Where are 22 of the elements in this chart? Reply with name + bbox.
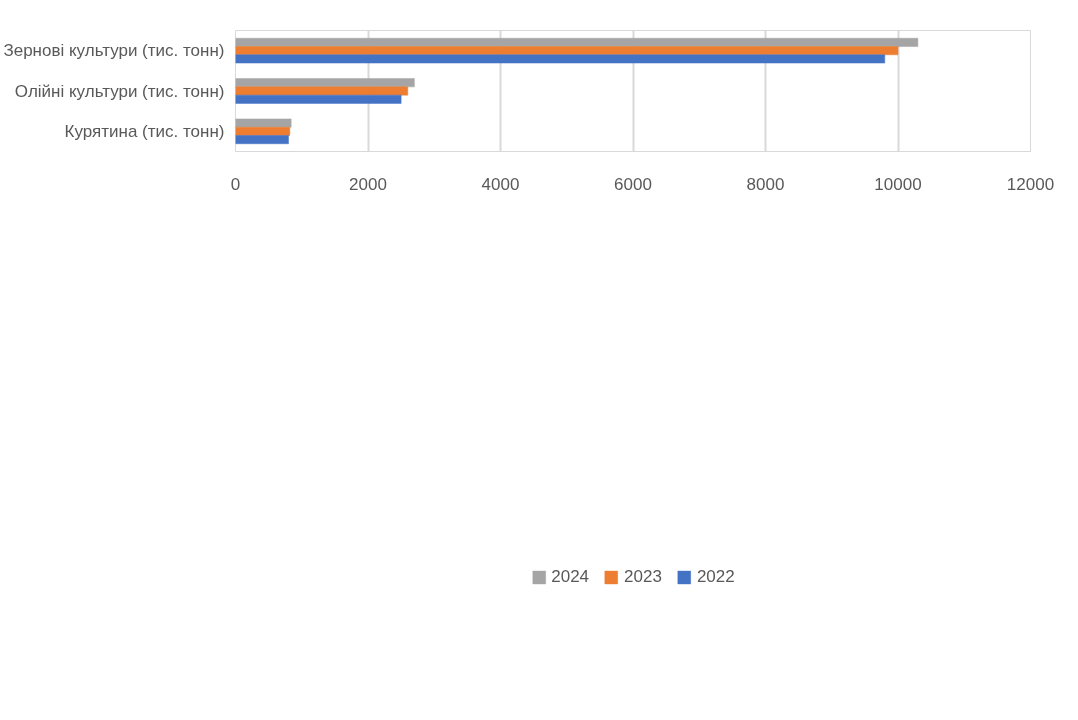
bar — [235, 94, 402, 104]
bar — [235, 86, 408, 96]
x-tick-label: 8000 — [746, 174, 785, 194]
bar — [235, 38, 919, 47]
x-tick-label: 4000 — [481, 174, 520, 194]
bar — [235, 135, 289, 144]
legend-label: 2024 — [551, 567, 590, 587]
bar — [235, 78, 415, 88]
y-tick-label: Курятина (тис. тонн) — [64, 121, 225, 141]
x-tick-label: 10000 — [874, 174, 922, 194]
bar — [235, 46, 899, 56]
bar — [235, 118, 292, 128]
x-tick-label: 0 — [230, 174, 241, 194]
bar — [235, 126, 291, 136]
x-tick-label: 2000 — [349, 174, 387, 194]
y-tick-label: Олійні культури (тис. тонн) — [14, 81, 225, 101]
bar — [235, 54, 885, 64]
legend-label: 2022 — [696, 567, 735, 587]
x-tick-label: 12000 — [1006, 174, 1055, 194]
x-tick-label: 6000 — [614, 174, 652, 194]
legend-label: 2023 — [624, 567, 662, 587]
y-tick-label: Зернові культури (тис. тонн) — [3, 41, 225, 61]
